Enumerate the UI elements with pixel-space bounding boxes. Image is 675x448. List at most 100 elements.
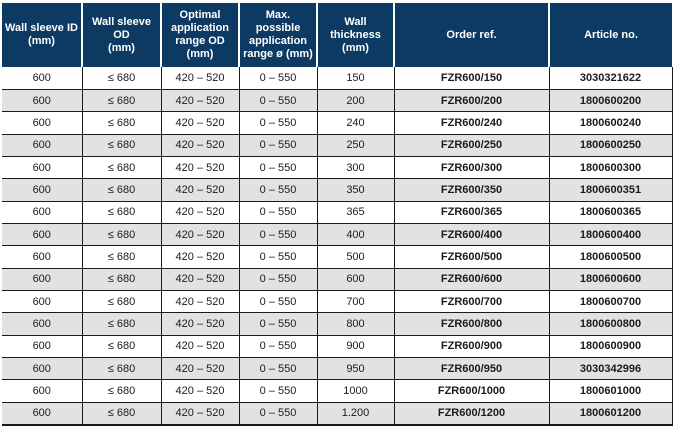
table-cell: FZR600/250: [394, 134, 550, 157]
header-row: Wall sleeve ID (mm) Wall sleeve OD (mm) Op…: [2, 3, 672, 67]
table-cell: ≤ 680: [82, 134, 162, 157]
table-cell: FZR600/500: [394, 245, 550, 269]
table-cell: FZR600/800: [394, 312, 550, 336]
table-cell: 420 – 520: [161, 67, 240, 90]
table-row: 600 ≤ 680 420 – 520 0 – 550 350 FZR600/350 180…: [2, 178, 673, 202]
table-row: 600 ≤ 680 420 – 520 0 – 550 150 FZR600/150 303…: [2, 67, 673, 90]
table-row: 600 ≤ 680 420 – 520 0 – 550 900 FZR600/900 180…: [2, 335, 673, 358]
table-cell: FZR600/240: [394, 111, 550, 135]
table-cell: FZR600/1200: [394, 402, 550, 425]
column-header: Wall sleeve ID (mm): [2, 3, 83, 67]
table-cell: 1800600700: [549, 290, 673, 314]
column-header: Optimal application range OD (mm): [161, 3, 240, 67]
table-header: Wall sleeve ID (mm) Wall sleeve OD (mm) Op…: [2, 3, 672, 67]
table-cell: 420 – 520: [161, 402, 240, 425]
table-cell: 600: [2, 245, 83, 269]
table-cell: 1800600300: [549, 156, 673, 180]
table-cell: 950: [317, 357, 395, 381]
table-cell: ≤ 680: [82, 402, 162, 425]
table-cell: 600: [2, 290, 83, 314]
table-cell: 600: [2, 201, 83, 224]
table-row: 600 ≤ 680 420 – 520 0 – 550 200 FZR600/200 180…: [2, 89, 673, 113]
table-cell: FZR600/365: [394, 201, 550, 224]
table-cell: ≤ 680: [82, 156, 162, 180]
table-cell: 0 – 550: [239, 178, 318, 202]
table-cell: 600: [2, 379, 83, 403]
table-cell: 1800601000: [549, 379, 673, 403]
column-header: Wall thickness (mm): [317, 3, 395, 67]
table-cell: ≤ 680: [82, 89, 162, 113]
table-cell: FZR600/600: [394, 268, 550, 291]
table-cell: FZR600/350: [394, 178, 550, 202]
table-cell: 800: [317, 312, 395, 336]
column-header: Article no.: [549, 3, 672, 67]
table-cell: 1800600351: [549, 178, 673, 202]
table-cell: FZR600/900: [394, 335, 550, 358]
table-cell: ≤ 680: [82, 268, 162, 291]
table-cell: 0 – 550: [239, 89, 318, 113]
table-cell: 420 – 520: [161, 178, 240, 202]
table-cell: 0 – 550: [239, 268, 318, 291]
table-cell: FZR600/400: [394, 223, 550, 247]
table-cell: 420 – 520: [161, 201, 240, 224]
table-cell: 1800600400: [549, 223, 673, 247]
table-cell: 1000: [317, 379, 395, 403]
column-header: Wall sleeve OD (mm): [82, 3, 162, 67]
table-cell: 150: [317, 67, 395, 90]
table-row: 600 ≤ 680 420 – 520 0 – 550 500 FZR600/500 180…: [2, 245, 673, 269]
table-cell: 0 – 550: [239, 111, 318, 135]
column-header: Max. possible application range ø (mm): [239, 3, 318, 67]
table-cell: ≤ 680: [82, 111, 162, 135]
table-cell: 420 – 520: [161, 89, 240, 113]
table-cell: 420 – 520: [161, 357, 240, 381]
table-cell: 1800600200: [549, 89, 673, 113]
table-cell: 600: [2, 357, 83, 381]
table-cell: 420 – 520: [161, 268, 240, 291]
table-cell: 600: [2, 223, 83, 247]
table-cell: 0 – 550: [239, 335, 318, 358]
table-cell: 1800600365: [549, 201, 673, 224]
table-cell: 600: [2, 89, 83, 113]
table-cell: 420 – 520: [161, 134, 240, 157]
table-cell: 420 – 520: [161, 156, 240, 180]
table-cell: 500: [317, 245, 395, 269]
table-cell: 1800600900: [549, 335, 673, 358]
table-row: 600 ≤ 680 420 – 520 0 – 550 800 FZR600/800 180…: [2, 312, 673, 336]
table-cell: 3030342996: [549, 357, 673, 381]
table-cell: 420 – 520: [161, 312, 240, 336]
column-header: Order ref.: [394, 3, 550, 67]
table-row: 600 ≤ 680 420 – 520 0 – 550 300 FZR600/300 180…: [2, 156, 673, 180]
table-cell: 0 – 550: [239, 312, 318, 336]
table-cell: FZR600/300: [394, 156, 550, 180]
table-cell: 0 – 550: [239, 290, 318, 314]
table-cell: 600: [2, 402, 83, 425]
table-cell: 0 – 550: [239, 201, 318, 224]
table-cell: ≤ 680: [82, 178, 162, 202]
table-cell: ≤ 680: [82, 245, 162, 269]
table-cell: FZR600/950: [394, 357, 550, 381]
table-cell: 0 – 550: [239, 67, 318, 90]
table-cell: 300: [317, 156, 395, 180]
table-cell: 420 – 520: [161, 379, 240, 403]
table-cell: ≤ 680: [82, 312, 162, 336]
table-cell: 600: [317, 268, 395, 291]
table-cell: ≤ 680: [82, 223, 162, 247]
table-row: 600 ≤ 680 420 – 520 0 – 550 700 FZR600/700 180…: [2, 290, 673, 314]
table-cell: 900: [317, 335, 395, 358]
table-row: 600 ≤ 680 420 – 520 0 – 550 1000 FZR600/1000 1…: [2, 379, 673, 403]
table-cell: 1.200: [317, 402, 395, 425]
table-cell: 420 – 520: [161, 335, 240, 358]
table-cell: 0 – 550: [239, 156, 318, 180]
table-cell: ≤ 680: [82, 201, 162, 224]
table-cell: 0 – 550: [239, 134, 318, 157]
table-cell: 1800600240: [549, 111, 673, 135]
table-body: 600 ≤ 680 420 – 520 0 – 550 150 FZR600/150 303…: [2, 67, 673, 425]
table-cell: 350: [317, 178, 395, 202]
table-cell: 3030321622: [549, 67, 673, 90]
table-cell: 200: [317, 89, 395, 113]
table-cell: 600: [2, 335, 83, 358]
table-cell: 400: [317, 223, 395, 247]
table-cell: FZR600/200: [394, 89, 550, 113]
table-cell: 600: [2, 268, 83, 291]
